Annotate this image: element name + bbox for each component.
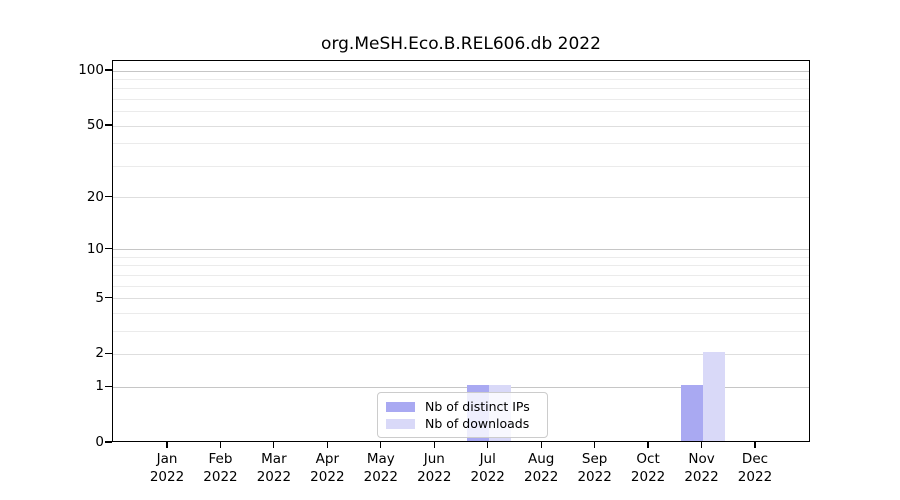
x-tick-year: 2022	[684, 468, 719, 485]
bar-nov-distinct-ips	[680, 385, 703, 441]
y-tick-mark	[105, 248, 112, 250]
gridline	[113, 298, 809, 300]
gridline	[113, 274, 809, 276]
y-tick-label: 1	[95, 378, 104, 395]
x-tick-year: 2022	[417, 468, 452, 485]
gridline	[113, 330, 809, 332]
y-tick-mark	[105, 441, 112, 443]
gridline	[113, 125, 809, 127]
x-tick-year: 2022	[523, 468, 559, 485]
x-tick-label: Apr 2022	[287, 451, 367, 486]
legend-row: Nb of distinct IPs	[386, 399, 539, 414]
x-tick-year: 2022	[577, 468, 612, 485]
gridline	[113, 143, 809, 145]
x-tick-mark	[219, 442, 222, 448]
x-tick-label: Feb 2022	[180, 451, 260, 486]
plot-area: Nb of distinct IPs Nb of downloads	[112, 60, 810, 442]
x-tick-year: 2022	[149, 468, 185, 485]
y-tick-mark	[105, 195, 112, 198]
x-tick-label: Jun 2022	[394, 451, 474, 486]
gridline	[113, 285, 809, 287]
gridline	[113, 312, 809, 314]
x-tick-label: Jan 2022	[127, 451, 207, 486]
y-tick-label: 0	[95, 434, 104, 450]
y-tick-mark	[105, 124, 112, 126]
x-tick-month: Jun	[423, 451, 445, 467]
x-tick-mark	[540, 442, 542, 448]
x-tick-month: Feb	[208, 451, 233, 467]
gridline	[113, 353, 809, 355]
x-tick-year: 2022	[310, 468, 345, 485]
x-tick-label: Sep 2022	[555, 451, 635, 486]
x-tick-label: May 2022	[341, 451, 421, 486]
y-tick-mark	[105, 352, 112, 355]
gridline	[113, 98, 809, 100]
x-tick-mark	[166, 442, 168, 448]
y-tick-mark	[105, 69, 112, 71]
legend-swatch-icon	[386, 401, 415, 412]
x-tick-year: 2022	[363, 468, 398, 485]
gridline	[113, 70, 809, 72]
chart-title: org.MeSH.Eco.B.REL606.db 2022	[321, 34, 601, 54]
x-tick-mark	[326, 442, 328, 448]
x-tick-year: 2022	[737, 468, 773, 485]
x-tick-month: Nov	[688, 451, 715, 467]
x-tick-month: May	[366, 451, 395, 467]
x-tick-year: 2022	[256, 468, 292, 485]
gridline	[113, 265, 809, 267]
x-tick-mark	[594, 442, 596, 448]
gridline	[113, 256, 809, 258]
x-tick-year: 2022	[203, 468, 238, 485]
x-tick-label: Jul 2022	[448, 451, 528, 486]
gridline	[113, 111, 809, 113]
x-tick-month: Dec	[741, 451, 769, 467]
y-tick-label: 10	[86, 240, 104, 257]
legend-row: Nb of downloads	[386, 416, 539, 431]
x-tick-mark	[433, 442, 435, 448]
legend-label: Nb of distinct IPs	[425, 399, 530, 414]
y-tick-mark	[105, 296, 112, 299]
gridline	[113, 197, 809, 199]
x-tick-mark	[647, 442, 649, 448]
x-tick-year: 2022	[630, 468, 666, 485]
legend-swatch-icon	[386, 418, 415, 429]
x-tick-mark	[380, 442, 382, 448]
gridline	[113, 386, 809, 388]
x-tick-label: Nov 2022	[662, 451, 742, 486]
x-tick-month: Mar	[261, 451, 287, 467]
x-tick-month: Aug	[527, 451, 555, 467]
x-tick-label: Mar 2022	[234, 451, 314, 486]
x-tick-mark	[754, 442, 756, 448]
legend: Nb of distinct IPs Nb of downloads	[377, 392, 548, 438]
x-tick-month: Jan	[156, 451, 178, 467]
x-tick-mark	[273, 442, 275, 448]
x-tick-month: Sep	[581, 451, 608, 467]
gridline	[113, 165, 809, 167]
gridline	[113, 88, 809, 90]
y-tick-label: 100	[78, 62, 104, 78]
y-tick-label: 20	[86, 188, 104, 205]
x-tick-year: 2022	[470, 468, 505, 485]
x-tick-month: Apr	[315, 451, 340, 467]
x-tick-month: Oct	[636, 451, 660, 467]
gridline	[113, 249, 809, 251]
y-tick-label: 2	[95, 345, 104, 362]
bar-nov-downloads	[702, 352, 725, 441]
y-tick-label: 50	[86, 117, 104, 134]
x-tick-label: Dec 2022	[715, 451, 795, 486]
x-tick-label: Aug 2022	[501, 451, 581, 486]
x-tick-label: Oct 2022	[608, 451, 688, 486]
x-tick-month: Jul	[479, 451, 496, 467]
legend-label: Nb of downloads	[425, 416, 530, 431]
x-tick-mark	[700, 442, 703, 448]
y-tick-mark	[105, 385, 112, 387]
y-tick-label: 5	[95, 289, 104, 306]
gridline	[113, 78, 809, 80]
x-tick-mark	[487, 442, 489, 448]
